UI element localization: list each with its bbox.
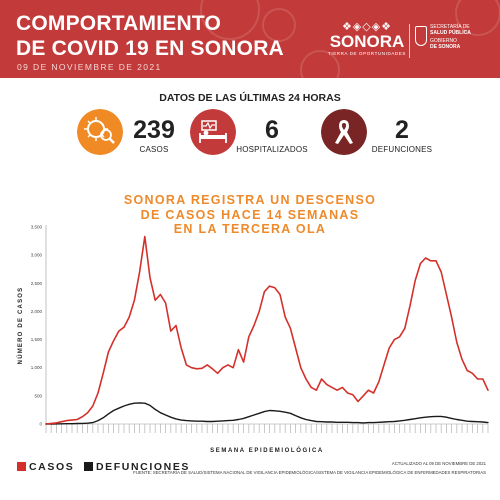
cases-count: 239 [133,116,175,144]
gov-line: DE SONORA [430,44,461,50]
x-axis-title: SEMANA EPIDEMIOLÓGICA [210,446,324,454]
virus-magnifier-icon [77,109,123,155]
sonora-logo: ❖◈◇◈❖ SONORA TIERRA DE OPORTUNIDADES [328,20,406,60]
legend-casos: CASOS [17,461,74,473]
casos-series-line [45,235,489,425]
gov-line: SECRETARÍA DE [430,24,470,30]
awareness-ribbon-icon [321,109,367,155]
sonora-logo-tagline: TIERRA DE OPORTUNIDADES [328,51,406,56]
hospitalized-label: HOSPITALIZADOS [236,145,308,154]
defunciones-series-line [45,402,489,425]
sonora-logo-glyphs: ❖◈◇◈❖ [341,21,393,33]
legend-defunciones-label: DEFUNCIONES [96,461,191,473]
summary-subtitle: DATOS DE LAS ÚLTIMAS 24 HORAS [159,92,341,104]
covid-line-chart: 0 500 1,000 1,500 2,000 2,500 3,000 3,500 NÚMERO… [17,225,489,454]
decorative-virus-icon [300,50,340,78]
logo-divider [409,24,410,58]
deaths-count: 2 [395,116,409,144]
y-tick-label: 2,000 [31,309,43,314]
y-tick-label: 2,500 [31,281,43,286]
legend-casos-swatch [17,462,26,471]
decorative-virus-icon [262,8,296,42]
gov-line: SALUD PÚBLICA [430,30,471,36]
y-tick-label: 3,500 [31,225,43,230]
y-tick-label: 3,000 [31,253,43,258]
state-shield-icon [415,26,427,46]
legend-casos-label: CASOS [29,461,75,473]
legend-defunciones-swatch [84,462,93,471]
legend-defunciones: DEFUNCIONES [84,461,190,473]
hospitalized-count: 6 [265,116,279,144]
government-logo: SECRETARÍA DE SALUD PÚBLICA GOBIERNO DE … [430,24,471,50]
page-title: COMPORTAMIENTO DE COVID 19 EN SONORA [16,12,284,60]
y-tick-label: 500 [34,393,42,398]
update-note: ACTUALIZADO AL 09 DE NOVIEMBRE DE 2021 [391,461,486,466]
hospital-bed-icon [190,109,236,155]
y-tick-label: 0 [39,422,42,427]
y-tick-label: 1,500 [31,337,43,342]
report-date: 09 DE NOVIEMBRE DE 2021 [17,62,162,72]
chart-title: SONORA REGISTRA UN DESCENSO DE CASOS HAC… [123,193,377,236]
y-axis-title: NÚMERO DE CASOS [17,287,24,365]
y-tick-label: 1,000 [31,365,43,370]
gov-line: GOBIERNO [430,38,457,44]
header-banner: COMPORTAMIENTO DE COVID 19 EN SONORA 09 … [0,0,500,78]
cases-label: CASOS [139,145,169,154]
sonora-logo-word: SONORA [329,32,405,51]
source-note: FUENTE: SECRETARÍA DE SALUD/SISTEMA NACI… [133,470,486,475]
deaths-label: DEFUNCIONES [371,145,433,154]
